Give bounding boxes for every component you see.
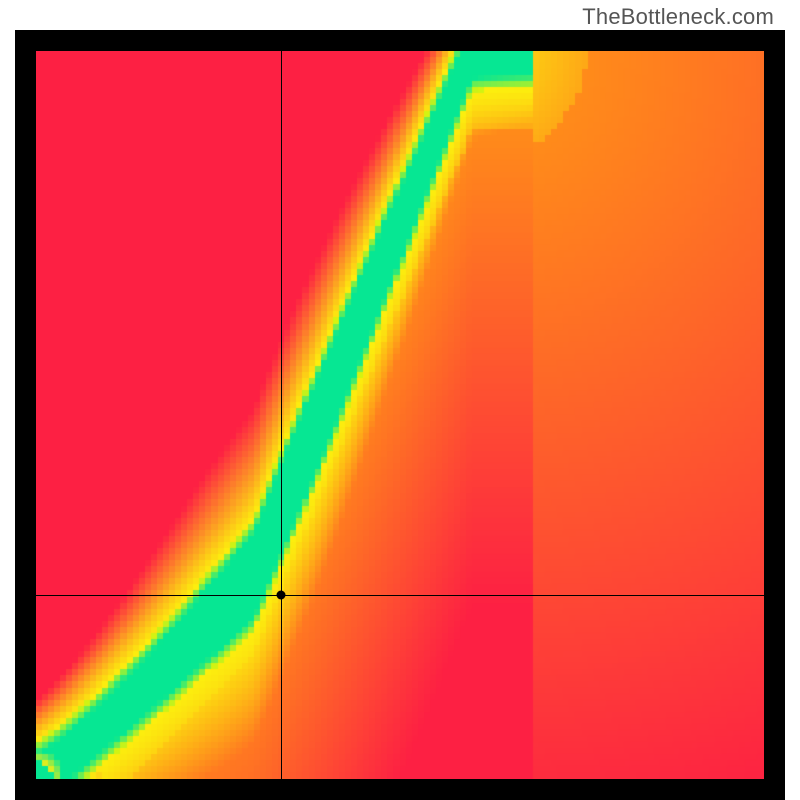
chart-frame <box>15 30 785 800</box>
marker-dot <box>277 590 286 599</box>
watermark: TheBottleneck.com <box>582 4 774 30</box>
crosshair-vertical <box>281 51 282 779</box>
bottleneck-heatmap <box>36 51 764 779</box>
crosshair-horizontal <box>36 595 764 596</box>
plot-area <box>36 51 764 779</box>
